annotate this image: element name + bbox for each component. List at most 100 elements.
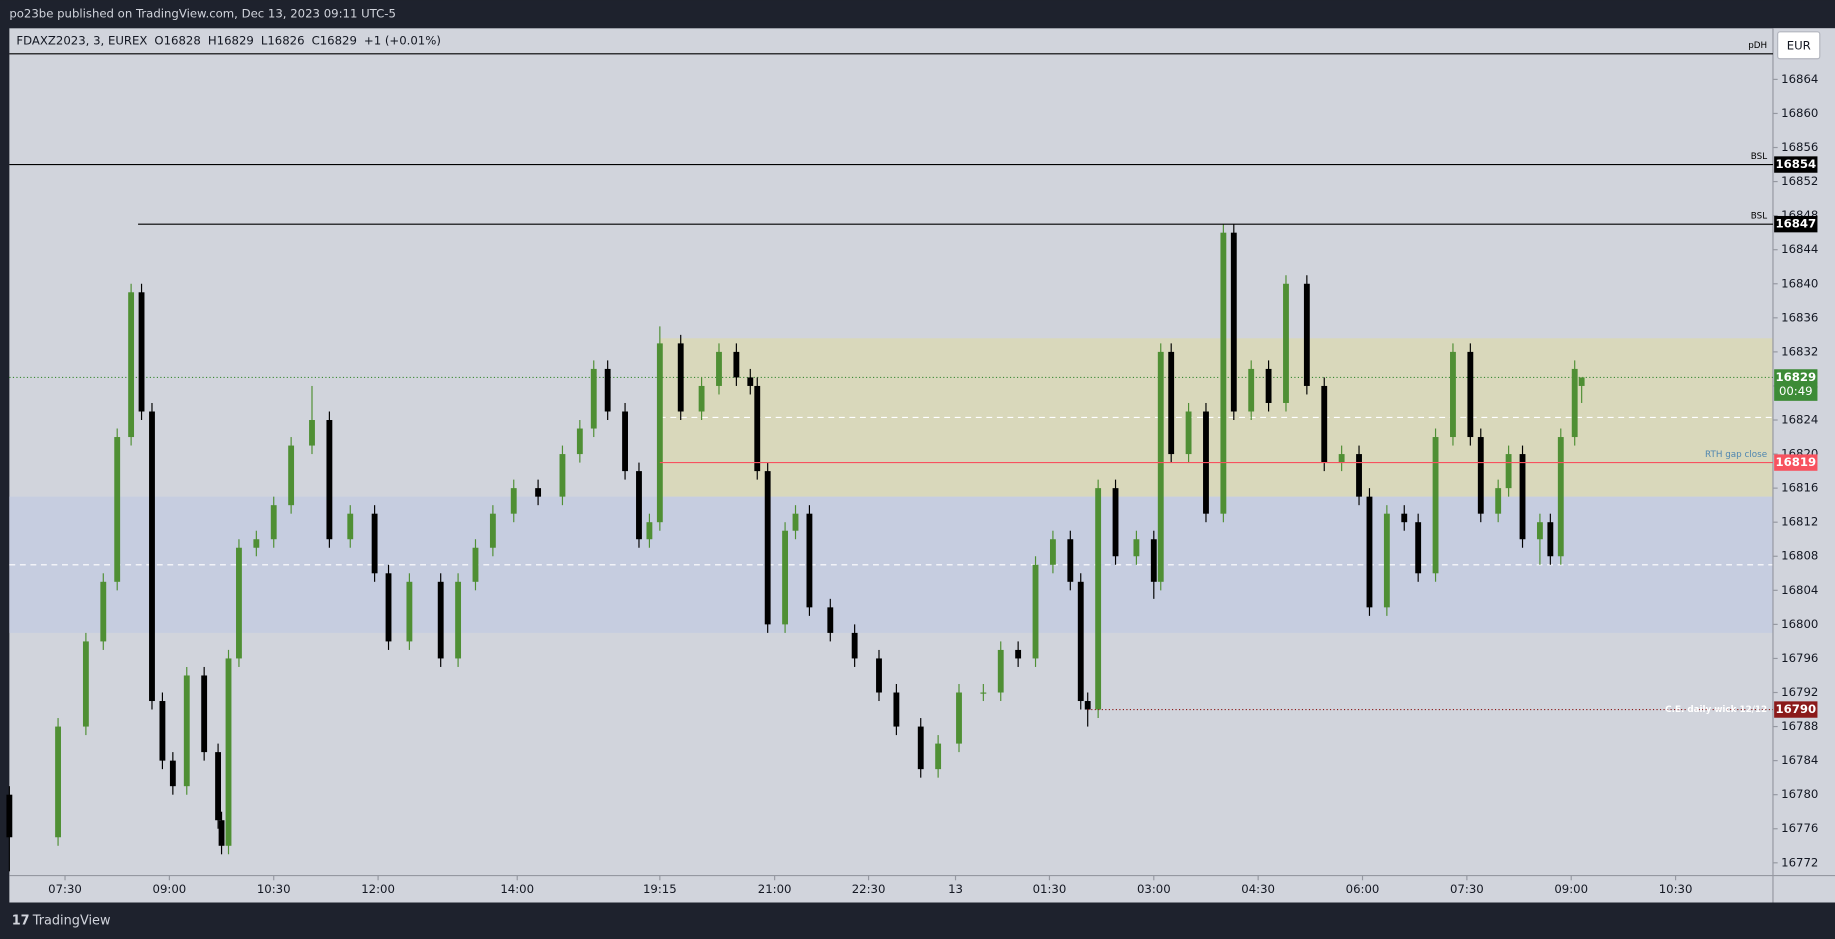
candle-body	[215, 752, 221, 821]
currency[interactable]: EUR	[1787, 38, 1811, 52]
candle-body	[183, 675, 190, 787]
y-tick-label: 16816	[1781, 481, 1818, 495]
x-tick-label: 10:30	[1659, 882, 1693, 896]
candle-body	[472, 547, 479, 582]
legend-value: H16829	[208, 34, 254, 48]
legend-value: L16826	[261, 34, 305, 48]
candle-body	[326, 420, 333, 540]
candle-body	[371, 513, 378, 574]
price-box-label: 16854	[1775, 157, 1816, 171]
candle-body	[138, 292, 145, 412]
brand: TradingView	[32, 914, 111, 929]
candle-body	[159, 701, 166, 761]
candle-body	[225, 658, 232, 846]
candle-body	[622, 411, 628, 472]
level-label: BSL	[1751, 211, 1767, 221]
candle-body	[1495, 488, 1502, 514]
price-box	[1774, 156, 1818, 173]
candle-body	[1547, 522, 1554, 557]
currency-box[interactable]	[1777, 31, 1821, 60]
x-tick-label: 03:00	[1137, 882, 1171, 896]
x-tick-label: 10:30	[257, 882, 291, 896]
x-tick-label: 12:00	[361, 882, 395, 896]
legend-value: +1 (+0.01%)	[364, 34, 441, 48]
candle-body	[980, 692, 987, 694]
candle-body	[236, 547, 242, 659]
level-label: BSL	[1751, 152, 1767, 162]
candle-body	[1077, 581, 1084, 702]
candle-body	[128, 292, 135, 438]
candle-body	[747, 377, 754, 386]
candle-body	[1571, 368, 1578, 438]
y-tick-label: 16836	[1781, 310, 1818, 324]
x-tick-label: 19:15	[643, 882, 677, 896]
x-tick-label: 22:30	[852, 882, 886, 896]
y-tick-label: 16784	[1781, 753, 1818, 767]
candle-body	[1084, 701, 1091, 710]
candle-body	[169, 760, 176, 787]
candle-body	[1133, 539, 1140, 557]
candle-body	[1321, 385, 1328, 463]
candle-body	[455, 581, 462, 659]
candle-body	[1578, 377, 1585, 386]
candle-body	[1015, 649, 1022, 659]
candle-body	[1049, 539, 1056, 565]
symbol: FDAXZ2023, 3, EUREX	[16, 34, 147, 48]
candle-body	[510, 488, 517, 514]
candle-body	[288, 445, 295, 506]
candle-body	[1168, 351, 1175, 455]
x-tick-label: 06:00	[1346, 882, 1380, 896]
candle-body	[1220, 232, 1227, 514]
candle-body	[489, 513, 496, 548]
x-tick-label: 13	[948, 882, 963, 896]
candle-body	[82, 641, 89, 727]
candle-body	[1505, 454, 1512, 489]
candle-body	[437, 581, 444, 659]
y-tick-label: 16812	[1781, 515, 1818, 529]
candle-body	[270, 505, 277, 540]
y-tick-label: 16860	[1781, 106, 1818, 120]
candle-body	[917, 726, 924, 770]
price-box	[1774, 454, 1818, 471]
candle-body	[1383, 513, 1390, 608]
candle-body	[1366, 496, 1373, 608]
y-tick-label: 16804	[1781, 583, 1818, 597]
price-box	[1774, 215, 1818, 233]
candle-body	[535, 488, 542, 497]
y-tick-label: 16780	[1781, 787, 1818, 801]
level-label: pDH	[1748, 41, 1767, 51]
candle-body	[1401, 513, 1408, 523]
last-price-label: 16829	[1775, 370, 1816, 384]
candle-body	[1477, 437, 1484, 514]
price-box	[1774, 701, 1818, 718]
x-tick-label: 09:00	[1554, 882, 1588, 896]
zone	[659, 338, 1773, 497]
y-tick-label: 16840	[1781, 276, 1818, 290]
candle-body	[1185, 411, 1192, 455]
y-tick-label: 16824	[1781, 413, 1818, 427]
candle-body	[1450, 351, 1456, 438]
candle-body	[716, 351, 722, 386]
candle-body	[782, 530, 788, 625]
candle-body	[827, 607, 834, 633]
y-tick-label: 16800	[1781, 617, 1818, 631]
candle-body	[698, 385, 705, 412]
candle-body	[114, 437, 121, 582]
price-box-label: 16819	[1775, 455, 1816, 469]
countdown: 00:49	[1779, 384, 1813, 398]
x-tick-label: 21:00	[758, 882, 792, 896]
candle-body	[201, 675, 208, 753]
candle-body	[604, 368, 611, 412]
candle-body	[876, 658, 882, 693]
y-tick-label: 16864	[1781, 72, 1818, 86]
candle-body	[100, 581, 107, 642]
y-tick-label: 16852	[1781, 174, 1818, 188]
candle-body	[347, 513, 354, 540]
candle-body	[1519, 454, 1526, 540]
candle-body	[1265, 368, 1272, 403]
candle-body	[1150, 539, 1157, 582]
candle-body	[1303, 283, 1310, 386]
candle-body	[309, 420, 315, 446]
price-box-label: 16790	[1775, 702, 1816, 716]
